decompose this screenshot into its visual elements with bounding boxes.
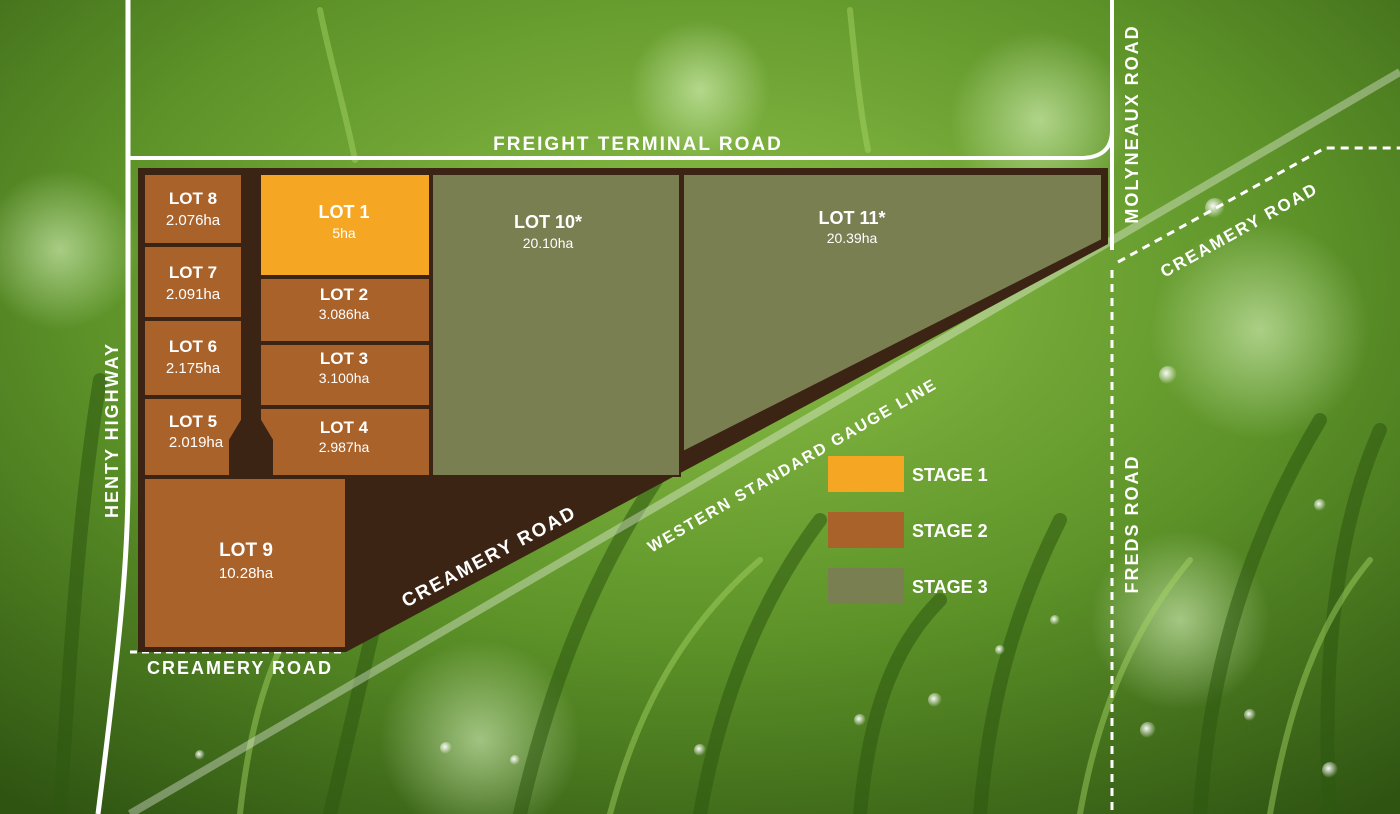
lot-10-area: 20.10ha	[523, 235, 574, 251]
legend-label-stage-1: STAGE 1	[912, 465, 988, 485]
molyneaux-road-label: MOLYNEAUX ROAD	[1122, 24, 1142, 223]
lot-4-title: LOT 4	[320, 418, 369, 437]
lot-9-parcel	[143, 477, 347, 649]
creamery-road-south-label: CREAMERY ROAD	[147, 658, 333, 678]
lot-2-title: LOT 2	[320, 285, 368, 304]
lot-2-area: 3.086ha	[319, 306, 370, 322]
lot-9-title: LOT 9	[219, 540, 273, 561]
rail-line	[127, 68, 1400, 814]
legend-swatch-stage-3	[828, 568, 904, 604]
lot-9-area: 10.28ha	[219, 565, 274, 582]
lot-4-area: 2.987ha	[319, 439, 370, 455]
lot-1-parcel	[259, 173, 431, 277]
lot-5-area: 2.019ha	[169, 434, 224, 451]
lot-7-parcel	[143, 245, 243, 319]
lot-11-parcel	[682, 173, 1103, 454]
lot-5-parcel	[143, 397, 243, 477]
lot-1-area: 5ha	[332, 225, 356, 241]
legend-label-stage-2: STAGE 2	[912, 521, 988, 541]
creamery-road-east-line	[1117, 146, 1400, 264]
lot-7-title: LOT 7	[169, 263, 217, 282]
lot-7-area: 2.091ha	[166, 286, 221, 303]
freds-road-label: FREDS ROAD	[1122, 454, 1142, 593]
lot-2-parcel	[259, 277, 431, 343]
legend-swatch-stage-1	[828, 456, 904, 492]
lot-6-title: LOT 6	[169, 337, 217, 356]
lot-1-title: LOT 1	[318, 202, 369, 222]
legend-label-stage-3: STAGE 3	[912, 577, 988, 597]
freight-terminal-road-label: FREIGHT TERMINAL ROAD	[493, 134, 783, 155]
lot-11-title: LOT 11*	[818, 208, 885, 228]
lot-4-parcel	[259, 407, 431, 477]
lot-5-title: LOT 5	[169, 412, 217, 431]
stage-legend: STAGE 1 STAGE 2 STAGE 3	[828, 456, 988, 604]
lot-8-area: 2.076ha	[166, 212, 221, 229]
lot-3-area: 3.100ha	[319, 370, 370, 386]
lot-labels: LOT 8 2.076ha LOT 7 2.091ha LOT 6 2.175h…	[166, 189, 886, 582]
road-lines	[95, 0, 1400, 814]
lot-6-parcel	[143, 319, 243, 397]
lot-3-title: LOT 3	[320, 349, 368, 368]
lot-10-parcel	[431, 173, 681, 477]
legend-swatch-stage-2	[828, 512, 904, 548]
lot-parcels	[143, 173, 1103, 649]
henty-highway-line	[95, 0, 131, 814]
lot-10-title: LOT 10*	[514, 212, 582, 232]
lot-8-parcel	[143, 173, 243, 245]
lot-8-title: LOT 8	[169, 189, 217, 208]
lot-6-area: 2.175ha	[166, 360, 221, 377]
lot-3-parcel	[259, 343, 431, 407]
lot-11-area: 20.39ha	[827, 230, 878, 246]
henty-highway-label: HENTY HIGHWAY	[102, 342, 122, 518]
